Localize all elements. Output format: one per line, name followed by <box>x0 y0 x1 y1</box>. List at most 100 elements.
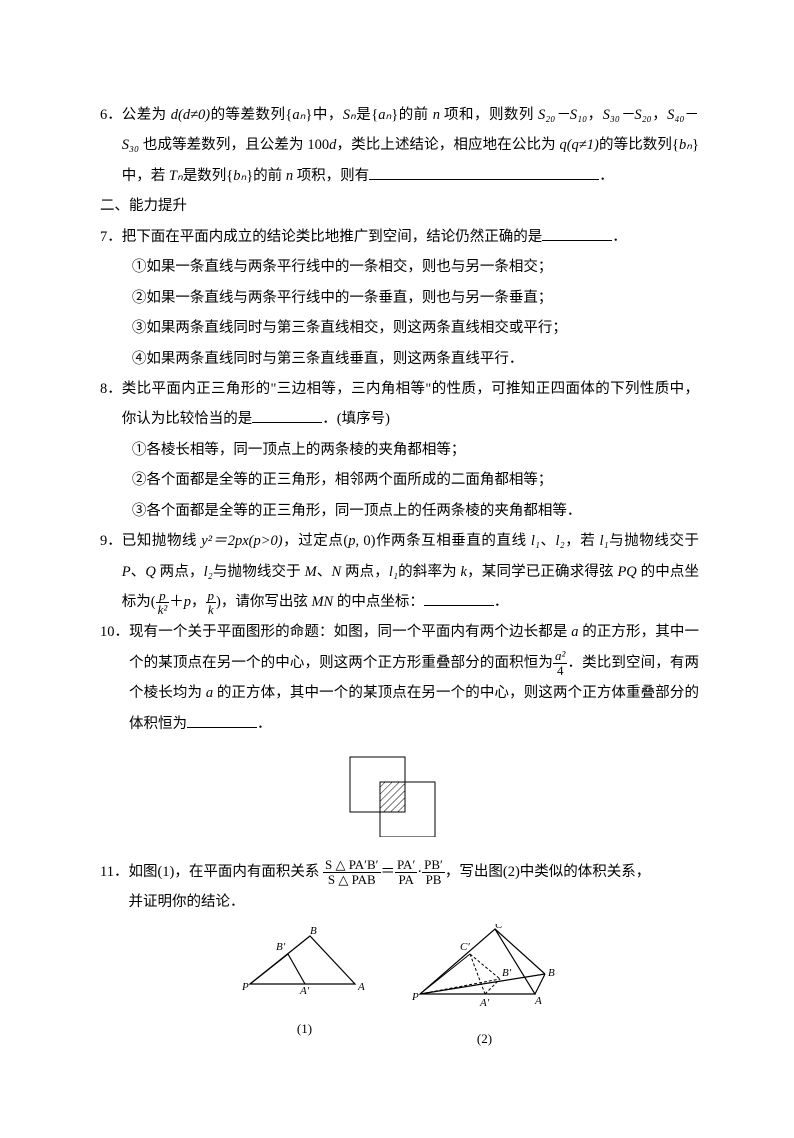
t: 项积，则有 <box>293 168 369 184</box>
answer-blank[interactable] <box>542 225 612 241</box>
N: N <box>332 564 342 580</box>
q9-number: 9． <box>100 526 122 617</box>
q7-option-2: ②如果一条直线与两条平行线中的一条垂直，则也与另一条垂直； <box>100 283 699 313</box>
question-6: 6． 公差为 d(d≠0)的等差数列{aₙ}中，Sₙ是{aₙ}的前 n 项和，则… <box>100 100 699 191</box>
fd: PA <box>395 873 417 887</box>
tn: Tₙ <box>169 168 183 184</box>
t: ， <box>191 594 206 610</box>
eq: ＝ <box>381 864 396 880</box>
l2: l₂ <box>556 533 565 549</box>
t: 也成等差数列，且公差为 100 <box>139 137 329 153</box>
section-heading: 二、能力提升 <box>100 191 699 221</box>
fraction: pk <box>206 589 217 617</box>
note: ．(填序号) <box>322 411 390 427</box>
svg-text:C: C <box>495 924 503 931</box>
sn: Sₙ <box>343 107 356 123</box>
t: }的前 <box>391 107 432 123</box>
svg-text:A′: A′ <box>479 997 490 1009</box>
fn: PA′ <box>395 858 417 873</box>
t: 公差为 <box>122 107 171 123</box>
period: ． <box>257 716 272 732</box>
period: ． <box>599 168 614 184</box>
q8-body: 类比平面内正三角形的"三边相等，三内角相等"的性质，可推知正四面体的下列性质中，… <box>122 374 699 435</box>
fraction: a²4 <box>553 649 567 677</box>
q7-option-3: ③如果两条直线同时与第三条直线相交，则这两条直线相交或平行； <box>100 313 699 343</box>
figure-2: P A A′ B B′ C C′ (2) <box>410 924 560 1053</box>
t: ＋ <box>169 594 184 610</box>
answer-blank[interactable] <box>252 408 322 424</box>
svg-text:B′: B′ <box>276 941 286 953</box>
t: 如图(1)，在平面内有面积关系 <box>128 864 319 880</box>
question-7: 7． 把下面在平面内成立的结论类比地推广到空间，结论仍然正确的是． <box>100 222 699 252</box>
an: aₙ <box>292 107 305 123</box>
svg-text:B: B <box>310 925 317 937</box>
q7-option-4: ④如果两条直线同时与第三条直线垂直，则这两条直线平行． <box>100 344 699 374</box>
t: 是{ <box>356 107 378 123</box>
t: 、 <box>317 564 332 580</box>
Q: Q <box>145 564 155 580</box>
q8-option-3: ③各个面都是全等的正三角形，同一顶点上的任两条棱的夹角都相等． <box>100 496 699 526</box>
svg-text:B: B <box>548 967 555 979</box>
s: S₄₀ <box>667 107 684 123</box>
figure-caption: (1) <box>240 1015 370 1042</box>
l1: l₁ <box>531 533 540 549</box>
t: 的中 <box>637 564 670 580</box>
t: }的前 <box>246 168 286 184</box>
s: S₂₀－S₁₀ <box>538 107 587 123</box>
PQ: PQ <box>617 564 636 580</box>
q10-figure <box>100 747 699 848</box>
fn: S △ PA′B′ <box>323 858 381 873</box>
fd: k² <box>158 602 168 617</box>
t: 是数列{ <box>183 168 233 184</box>
s: S₃₀－S₂₀ <box>603 107 652 123</box>
q9-body: 已知抛物线 y²＝2px(p>0)，过定点(p, 0)作两条互相垂直的直线 l₁… <box>122 526 699 617</box>
expr: d(d≠0) <box>171 107 210 123</box>
n: n <box>286 168 293 184</box>
period: ． <box>612 229 627 245</box>
fraction: S △ PA′B′S △ PAB <box>323 858 381 886</box>
t: )，请你写出弦 <box>216 594 311 610</box>
t: }中， <box>305 107 342 123</box>
q11-body: 如图(1)，在平面内有面积关系 S △ PA′B′S △ PAB＝PA′PA·P… <box>128 857 699 918</box>
svg-text:B′: B′ <box>502 967 512 979</box>
t: ， <box>587 107 602 123</box>
q8-option-2: ②各个面都是全等的正三角形，相邻两个面所成的二面角都相等； <box>100 465 699 495</box>
answer-blank[interactable] <box>424 591 494 607</box>
t: 的等比数列 <box>599 137 672 153</box>
figure-1: P A A′ B B′ (1) <box>240 924 370 1053</box>
t: 的等差数列{ <box>210 107 292 123</box>
M: M <box>305 564 317 580</box>
q10-body: 现有一个关于平面图形的命题：如图，同一个平面内有两个边长都是 a 的正方形，其中… <box>129 617 699 739</box>
l2: l₂ <box>204 564 213 580</box>
fd: 4 <box>553 664 567 678</box>
eq: y²＝2px(p>0) <box>201 533 282 549</box>
t: 类比平面内正三角形的"三边相等，三内角相等"的性质，可推知正四面体的下列性质 <box>122 381 670 397</box>
t: 两点， <box>341 564 389 580</box>
question-11: 11． 如图(1)，在平面内有面积关系 S △ PA′B′S △ PAB＝PA′… <box>100 857 699 918</box>
t: 两点， <box>156 564 204 580</box>
t: , 0)作两条互相垂直的直线 <box>356 533 531 549</box>
t: 的中点坐标： <box>333 594 424 610</box>
question-10: 10． 现有一个关于平面图形的命题：如图，同一个平面内有两个边长都是 a 的正方… <box>100 617 699 739</box>
bn: bₙ <box>679 137 692 153</box>
fd: S △ PAB <box>323 873 381 887</box>
q7-body: 把下面在平面内成立的结论类比地推广到空间，结论仍然正确的是 ． <box>122 222 699 252</box>
t: 把下面在平面内成立的结论类比地推广到空间，结论仍然正确的是 <box>122 229 543 245</box>
svg-text:P: P <box>241 981 249 993</box>
t: ，写出图(2)中类似的体积关系， <box>445 864 650 880</box>
n: n <box>433 107 440 123</box>
fraction: PA′PA <box>395 858 417 886</box>
p: p <box>348 533 355 549</box>
answer-blank[interactable] <box>369 164 599 180</box>
t: － <box>685 107 700 123</box>
fraction: PB′PB <box>422 858 445 886</box>
t: 项和，则数列 <box>440 107 538 123</box>
t: 与抛物线交于 <box>213 564 305 580</box>
t: 与抛物线交于 <box>609 533 699 549</box>
answer-blank[interactable] <box>187 712 257 728</box>
t: { <box>672 137 679 153</box>
svg-text:A: A <box>357 981 365 993</box>
l1: l₁ <box>600 533 609 549</box>
fn: p <box>208 588 215 603</box>
q11-number: 11． <box>100 857 128 918</box>
